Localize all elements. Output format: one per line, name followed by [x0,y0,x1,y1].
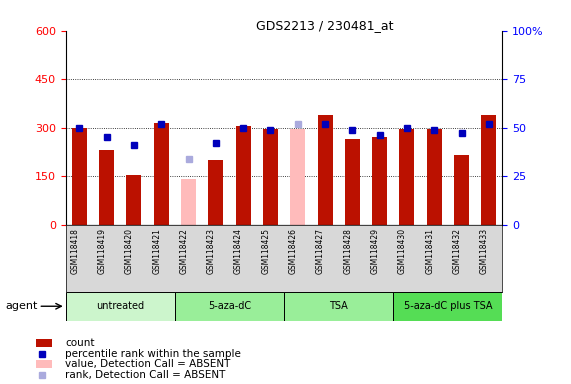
Bar [37,360,52,368]
Bar [154,123,168,225]
Text: GSM118430: GSM118430 [398,228,407,274]
Bar [284,292,393,321]
Bar [66,292,175,321]
Text: GSM118426: GSM118426 [289,228,297,274]
Bar [263,129,278,225]
Bar [72,127,87,225]
Text: GSM118422: GSM118422 [179,228,188,274]
Text: GSM118427: GSM118427 [316,228,325,274]
Text: GSM118418: GSM118418 [70,228,79,274]
Bar [427,129,442,225]
Text: untreated: untreated [96,301,144,311]
Text: value, Detection Call = ABSENT: value, Detection Call = ABSENT [65,359,231,369]
Text: 5-aza-dC plus TSA: 5-aza-dC plus TSA [404,301,492,311]
Text: GSM118433: GSM118433 [480,228,489,274]
Text: GSM118423: GSM118423 [207,228,216,274]
Bar [37,339,52,347]
Bar [481,115,496,225]
Text: GSM118419: GSM118419 [98,228,107,274]
Text: GSM118424: GSM118424 [234,228,243,274]
Bar [317,115,332,225]
Bar [208,160,223,225]
Bar [175,292,284,321]
Text: agent: agent [6,301,38,311]
Text: GSM118432: GSM118432 [453,228,461,274]
Bar [393,292,502,321]
Text: GSM118431: GSM118431 [425,228,434,274]
Bar [126,175,142,225]
Bar [345,139,360,225]
Bar [454,155,469,225]
Bar [290,129,305,225]
Text: GSM118428: GSM118428 [343,228,352,274]
Text: rank, Detection Call = ABSENT: rank, Detection Call = ABSENT [65,370,226,380]
Text: 5-aza-dC: 5-aza-dC [208,301,251,311]
Text: count: count [65,338,95,348]
Text: GSM118429: GSM118429 [371,228,380,274]
Text: GSM118420: GSM118420 [125,228,134,274]
Bar [400,129,415,225]
Text: GSM118421: GSM118421 [152,228,161,274]
Text: TSA: TSA [329,301,348,311]
Bar [372,137,387,225]
Bar [99,150,114,225]
Text: GDS2213 / 230481_at: GDS2213 / 230481_at [256,19,393,32]
Bar [236,126,251,225]
Text: GSM118425: GSM118425 [262,228,271,274]
Text: percentile rank within the sample: percentile rank within the sample [65,349,241,359]
Bar [181,179,196,225]
